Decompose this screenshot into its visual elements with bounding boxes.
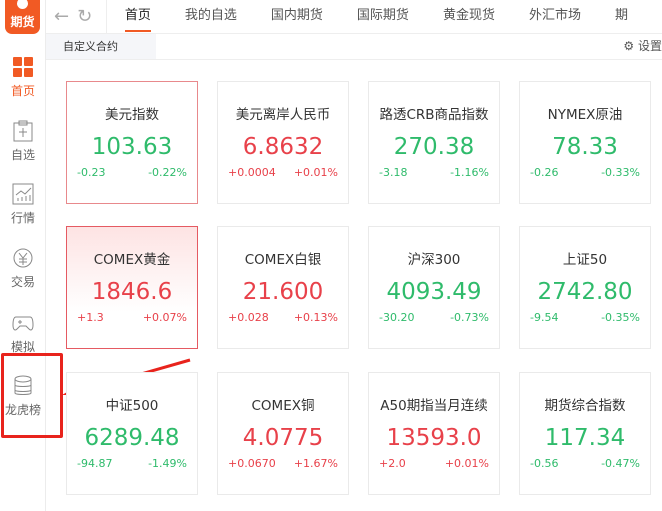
quote-change: -9.54 bbox=[530, 311, 559, 324]
logo-text: 期货 bbox=[10, 15, 35, 29]
quote-change-pct: +0.01% bbox=[444, 457, 489, 470]
tab-forex[interactable]: 外汇市场 bbox=[528, 7, 581, 23]
custom-contract-tab[interactable]: 自定义合约 bbox=[46, 34, 156, 59]
quote-change: +0.0670 bbox=[228, 457, 276, 470]
tab-international-futures[interactable]: 国际期货 bbox=[356, 7, 409, 23]
sidebar: 期货 首页 自选 行情 交易 模拟 龙虎榜 bbox=[0, 0, 46, 511]
quote-name: COMEX白银 bbox=[244, 252, 322, 268]
quote-name: 期货综合指数 bbox=[544, 398, 626, 414]
quote-name: NYMEX原油 bbox=[547, 107, 623, 123]
quote-change-pct: -0.47% bbox=[601, 457, 640, 470]
quote-name: COMEX铜 bbox=[251, 398, 315, 414]
quote-change: -30.20 bbox=[379, 311, 415, 324]
quote-change-pct: +1.67% bbox=[293, 457, 338, 470]
quote-price: 117.34 bbox=[544, 425, 626, 451]
quote-change: -0.26 bbox=[530, 166, 559, 179]
quote-change-pct: -1.49% bbox=[148, 457, 187, 470]
quote-card[interactable]: 沪深300 4093.49 -30.20 -0.73% bbox=[368, 226, 500, 349]
chart-icon bbox=[12, 183, 34, 205]
top-nav: ← ↻ 首页 我的自选 国内期货 国际期货 黄金现货 外汇市场 期 bbox=[46, 0, 662, 34]
quote-change: +0.028 bbox=[228, 311, 269, 324]
quote-card[interactable]: COMEX铜 4.0775 +0.0670 +1.67% bbox=[217, 372, 349, 495]
quote-name: 中证500 bbox=[105, 398, 159, 414]
quote-price: 78.33 bbox=[552, 134, 618, 160]
quote-price: 13593.0 bbox=[386, 425, 482, 451]
quote-change-pct: -0.35% bbox=[601, 311, 640, 324]
settings-label: 设置 bbox=[637, 39, 662, 53]
sidebar-label: 自选 bbox=[10, 148, 35, 162]
quote-change: +2.0 bbox=[379, 457, 406, 470]
quote-change-pct: +0.01% bbox=[293, 166, 338, 179]
quote-change: -3.18 bbox=[379, 166, 408, 179]
database-icon bbox=[14, 375, 32, 395]
divider bbox=[106, 0, 107, 34]
yen-cycle-icon bbox=[13, 248, 33, 268]
sidebar-label: 龙虎榜 bbox=[4, 403, 41, 417]
quote-price: 4.0775 bbox=[242, 425, 324, 451]
highlight-box bbox=[1, 353, 63, 438]
quote-card[interactable]: 中证500 6289.48 -94.87 -1.49% bbox=[66, 372, 198, 495]
tab-gold-spot[interactable]: 黄金现货 bbox=[442, 7, 495, 23]
gear-icon: ⚙ bbox=[623, 39, 635, 53]
sidebar-item-home[interactable]: 首页 bbox=[0, 56, 46, 99]
sidebar-label: 首页 bbox=[10, 84, 35, 98]
sidebar-label: 行情 bbox=[10, 211, 35, 225]
tab-watchlist[interactable]: 我的自选 bbox=[184, 7, 237, 23]
quote-change-pct: -1.16% bbox=[450, 166, 489, 179]
app-logo[interactable]: 期货 bbox=[5, 0, 40, 34]
quote-change: -94.87 bbox=[77, 457, 113, 470]
settings-button[interactable]: ⚙ 设置 bbox=[623, 34, 662, 59]
quote-name: 路透CRB商品指数 bbox=[379, 107, 489, 123]
quote-card[interactable]: 美元离岸人民币 6.8632 +0.0004 +0.01% bbox=[217, 81, 349, 204]
quote-change: +1.3 bbox=[77, 311, 104, 324]
quote-price: 270.38 bbox=[393, 134, 475, 160]
sidebar-item-simulate[interactable]: 模拟 bbox=[0, 312, 46, 355]
quote-card[interactable]: 期货综合指数 117.34 -0.56 -0.47% bbox=[519, 372, 651, 495]
sidebar-item-watchlist[interactable]: 自选 bbox=[0, 120, 46, 163]
gamepad-icon bbox=[12, 316, 34, 331]
quote-price: 6289.48 bbox=[84, 425, 180, 451]
tab-more[interactable]: 期 bbox=[614, 7, 628, 23]
quote-name: 美元指数 bbox=[105, 107, 159, 123]
quote-card[interactable]: COMEX黄金 1846.6 +1.3 +0.07% bbox=[66, 226, 198, 349]
quote-name: 沪深300 bbox=[407, 252, 461, 268]
quote-change-pct: +0.07% bbox=[142, 311, 187, 324]
quote-card[interactable]: COMEX白银 21.600 +0.028 +0.13% bbox=[217, 226, 349, 349]
quote-change-pct: -0.73% bbox=[450, 311, 489, 324]
quote-change-pct: -0.33% bbox=[601, 166, 640, 179]
sidebar-item-leaderboard[interactable]: 龙虎榜 bbox=[0, 375, 46, 418]
refresh-icon[interactable]: ↻ bbox=[77, 5, 93, 27]
sub-toolbar: 自定义合约 ⚙ 设置 bbox=[46, 34, 662, 60]
quote-change: +0.0004 bbox=[228, 166, 276, 179]
quote-card[interactable]: 美元指数 103.63 -0.23 -0.22% bbox=[66, 81, 198, 204]
quote-change: -0.23 bbox=[77, 166, 106, 179]
quote-price: 6.8632 bbox=[242, 134, 324, 160]
back-arrow-icon[interactable]: ← bbox=[54, 5, 70, 27]
quote-name: COMEX黄金 bbox=[93, 252, 171, 268]
quote-price: 103.63 bbox=[91, 134, 173, 160]
quote-price: 4093.49 bbox=[386, 279, 482, 305]
quote-price: 1846.6 bbox=[91, 279, 173, 305]
quote-change: -0.56 bbox=[530, 457, 559, 470]
quote-card[interactable]: NYMEX原油 78.33 -0.26 -0.33% bbox=[519, 81, 651, 204]
quote-price: 2742.80 bbox=[537, 279, 633, 305]
quote-name: A50期指当月连续 bbox=[380, 398, 488, 414]
quote-card[interactable]: A50期指当月连续 13593.0 +2.0 +0.01% bbox=[368, 372, 500, 495]
clipboard-plus-icon bbox=[13, 120, 33, 142]
quote-name: 美元离岸人民币 bbox=[235, 107, 331, 123]
grid-icon bbox=[13, 57, 33, 77]
logo-badge-icon bbox=[17, 0, 28, 9]
sidebar-label: 模拟 bbox=[10, 340, 35, 354]
quote-name: 上证50 bbox=[562, 252, 608, 268]
sidebar-label: 交易 bbox=[10, 275, 35, 289]
sidebar-item-trade[interactable]: 交易 bbox=[0, 247, 46, 290]
quote-card[interactable]: 路透CRB商品指数 270.38 -3.18 -1.16% bbox=[368, 81, 500, 204]
quote-change-pct: +0.13% bbox=[293, 311, 338, 324]
sidebar-item-market[interactable]: 行情 bbox=[0, 183, 46, 226]
tab-domestic-futures[interactable]: 国内期货 bbox=[270, 7, 323, 23]
tab-home[interactable]: 首页 bbox=[124, 0, 151, 34]
quote-price: 21.600 bbox=[242, 279, 324, 305]
quote-change-pct: -0.22% bbox=[148, 166, 187, 179]
quote-card[interactable]: 上证50 2742.80 -9.54 -0.35% bbox=[519, 226, 651, 349]
